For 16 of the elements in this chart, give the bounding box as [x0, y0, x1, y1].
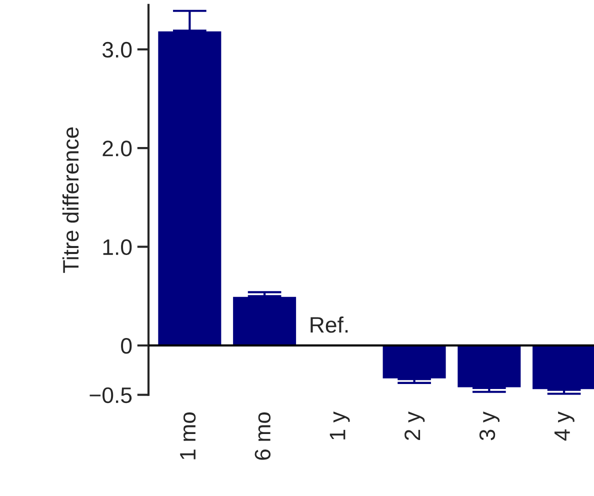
x-tick-label: 4 y — [554, 412, 574, 441]
y-tick-label: 0 — [121, 338, 132, 354]
y-axis-title: Titre difference — [62, 127, 79, 273]
x-tick-label: 6 mo — [254, 412, 271, 460]
x-tick-label: 2 y — [404, 412, 425, 440]
x-tick-label: 1 mo — [180, 412, 196, 460]
y-tick-label: 1.0 — [103, 239, 132, 256]
annotation: Ref. — [310, 316, 348, 333]
y-tick-label: 3.0 — [102, 42, 132, 58]
bar — [456, 344, 522, 389]
x-tick-label: 3 y — [479, 412, 500, 440]
y-tick-label: −0.5 — [90, 387, 132, 404]
x-tick-label: 1 y — [330, 412, 350, 440]
bar — [156, 30, 223, 346]
y-tick-label: 2.0 — [102, 140, 132, 156]
bar — [232, 295, 298, 346]
